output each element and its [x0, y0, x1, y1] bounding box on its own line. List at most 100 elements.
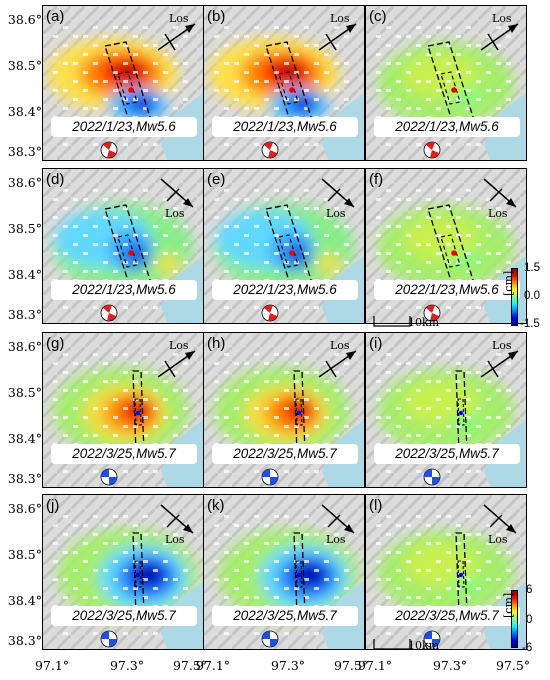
panel-label: (k): [207, 497, 225, 514]
focal-mechanism-icon: [261, 141, 279, 159]
event-label: 2022/3/25,Mw5.7: [51, 606, 197, 626]
los-label: Los: [488, 207, 508, 220]
y-tick-label: 38.5°: [7, 58, 42, 73]
y-tick-label: 38.3°: [7, 307, 42, 322]
map-panel-c: (c) Los 2022/1/23,Mw5.6: [365, 5, 527, 161]
panel-label: (g): [46, 335, 65, 352]
x-tick-label: 97.5°: [172, 658, 208, 673]
los-label: Los: [330, 339, 350, 352]
x-tick-label: 97.1°: [34, 658, 70, 673]
event-label: 2022/3/25,Mw5.7: [374, 606, 520, 626]
event-label: 2022/1/23,Mw5.6: [374, 117, 520, 137]
panel-label: (e): [207, 171, 226, 188]
y-tick-label: 38.3°: [7, 633, 42, 648]
panel-label: (i): [369, 335, 383, 352]
y-tick-label: 38.4°: [7, 104, 42, 119]
map-panel-d: (d) Los 2022/1/23,Mw5.6: [42, 168, 204, 324]
colorbar-bottom-min: -6: [522, 642, 533, 654]
y-tick-label: 38.4°: [7, 431, 42, 446]
panel-label: (d): [46, 171, 65, 188]
x-tick-label: 97.5°: [495, 658, 531, 673]
event-label: 2022/3/25,Mw5.7: [212, 606, 358, 626]
x-tick-label: 97.3°: [109, 658, 145, 673]
focal-mechanism-icon: [423, 630, 441, 648]
y-tick-label: 38.4°: [7, 267, 42, 282]
event-label: 2022/3/25,Mw5.7: [51, 444, 197, 464]
x-tick-label: 97.1°: [357, 658, 393, 673]
focal-mechanism-icon: [261, 630, 279, 648]
x-tick-label: 97.3°: [432, 658, 468, 673]
map-panel-l: (l) Los 2022/3/25,Mw5.7: [365, 494, 527, 650]
x-tick-label: 97.1°: [195, 658, 231, 673]
map-panel-e: (e) Los 2022/1/23,Mw5.6: [203, 168, 365, 324]
map-panel-g: (g) Los 2022/3/25,Mw5.7: [42, 332, 204, 488]
los-label: Los: [169, 339, 189, 352]
panel-label: (c): [369, 8, 387, 25]
los-label: Los: [165, 207, 185, 220]
map-panel-i: (i) Los 2022/3/25,Mw5.7: [365, 332, 527, 488]
scale-bar-bottom-label: 10km: [408, 639, 440, 652]
los-label: Los: [165, 533, 185, 546]
map-panel-f: (f) Los 2022/1/23,Mw5.6: [365, 168, 527, 324]
panel-label: (f): [369, 171, 384, 188]
y-tick-label: 38.6°: [7, 339, 42, 354]
colorbar-top-unit: [cm]: [502, 270, 515, 296]
event-label: 2022/1/23,Mw5.6: [212, 280, 358, 300]
focal-mechanism-icon: [100, 630, 118, 648]
los-label: Los: [326, 533, 346, 546]
focal-mechanism-icon: [423, 141, 441, 159]
los-label: Los: [326, 207, 346, 220]
y-tick-label: 38.5°: [7, 221, 42, 236]
colorbar-bottom: [511, 590, 518, 648]
panel-label: (j): [46, 497, 60, 514]
focal-mechanism-icon: [423, 304, 441, 322]
panel-label: (h): [207, 335, 226, 352]
panel-label: (a): [46, 8, 65, 25]
focal-mechanism-icon: [100, 304, 118, 322]
event-label: 2022/1/23,Mw5.6: [51, 280, 197, 300]
x-tick-label: 97.3°: [270, 658, 306, 673]
los-label: Los: [492, 339, 512, 352]
map-panel-b: (b) Los 2022/1/23,Mw5.6: [203, 5, 365, 161]
y-tick-label: 38.6°: [7, 12, 42, 27]
map-panel-h: (h) Los 2022/3/25,Mw5.7: [203, 332, 365, 488]
y-tick-label: 38.4°: [7, 593, 42, 608]
colorbar-top: [511, 268, 518, 326]
y-tick-label: 38.6°: [7, 175, 42, 190]
scale-bar-top-label: 10km: [408, 316, 440, 329]
los-label: Los: [169, 12, 189, 25]
map-panel-a: (a) Los 2022/1/23,Mw5.6: [42, 5, 204, 161]
colorbar-top-mid: 0.0: [524, 290, 540, 302]
panel-label: (b): [207, 8, 226, 25]
focal-mechanism-icon: [100, 468, 118, 486]
event-label: 2022/1/23,Mw5.6: [374, 280, 520, 300]
event-label: 2022/3/25,Mw5.7: [374, 444, 520, 464]
y-tick-label: 38.6°: [7, 501, 42, 516]
los-label: Los: [492, 12, 512, 25]
scale-bar-top: [373, 316, 411, 327]
colorbar-bottom-mid: 0: [526, 614, 533, 626]
map-panel-j: (j) Los 2022/3/25,Mw5.7: [42, 494, 204, 650]
panel-label: (l): [369, 497, 383, 514]
y-tick-label: 38.3°: [7, 144, 42, 159]
map-panel-k: (k) Los 2022/3/25,Mw5.7: [203, 494, 365, 650]
event-label: 2022/1/23,Mw5.6: [51, 117, 197, 137]
los-label: Los: [488, 533, 508, 546]
focal-mechanism-icon: [261, 468, 279, 486]
focal-mechanism-icon: [423, 468, 441, 486]
event-label: 2022/1/23,Mw5.6: [212, 117, 358, 137]
focal-mechanism-icon: [100, 141, 118, 159]
los-label: Los: [330, 12, 350, 25]
y-tick-label: 38.5°: [7, 547, 42, 562]
focal-mechanism-icon: [261, 304, 279, 322]
y-tick-label: 38.3°: [7, 471, 42, 486]
scale-bar-bottom: [373, 639, 411, 650]
y-tick-label: 38.5°: [7, 385, 42, 400]
colorbar-bottom-max: 6: [526, 584, 533, 596]
colorbar-top-min: -1.5: [520, 318, 540, 330]
colorbar-top-max: 1.5: [524, 262, 540, 274]
event-label: 2022/3/25,Mw5.7: [212, 444, 358, 464]
x-tick-label: 97.5°: [333, 658, 369, 673]
colorbar-bottom-unit: [cm]: [502, 592, 515, 618]
